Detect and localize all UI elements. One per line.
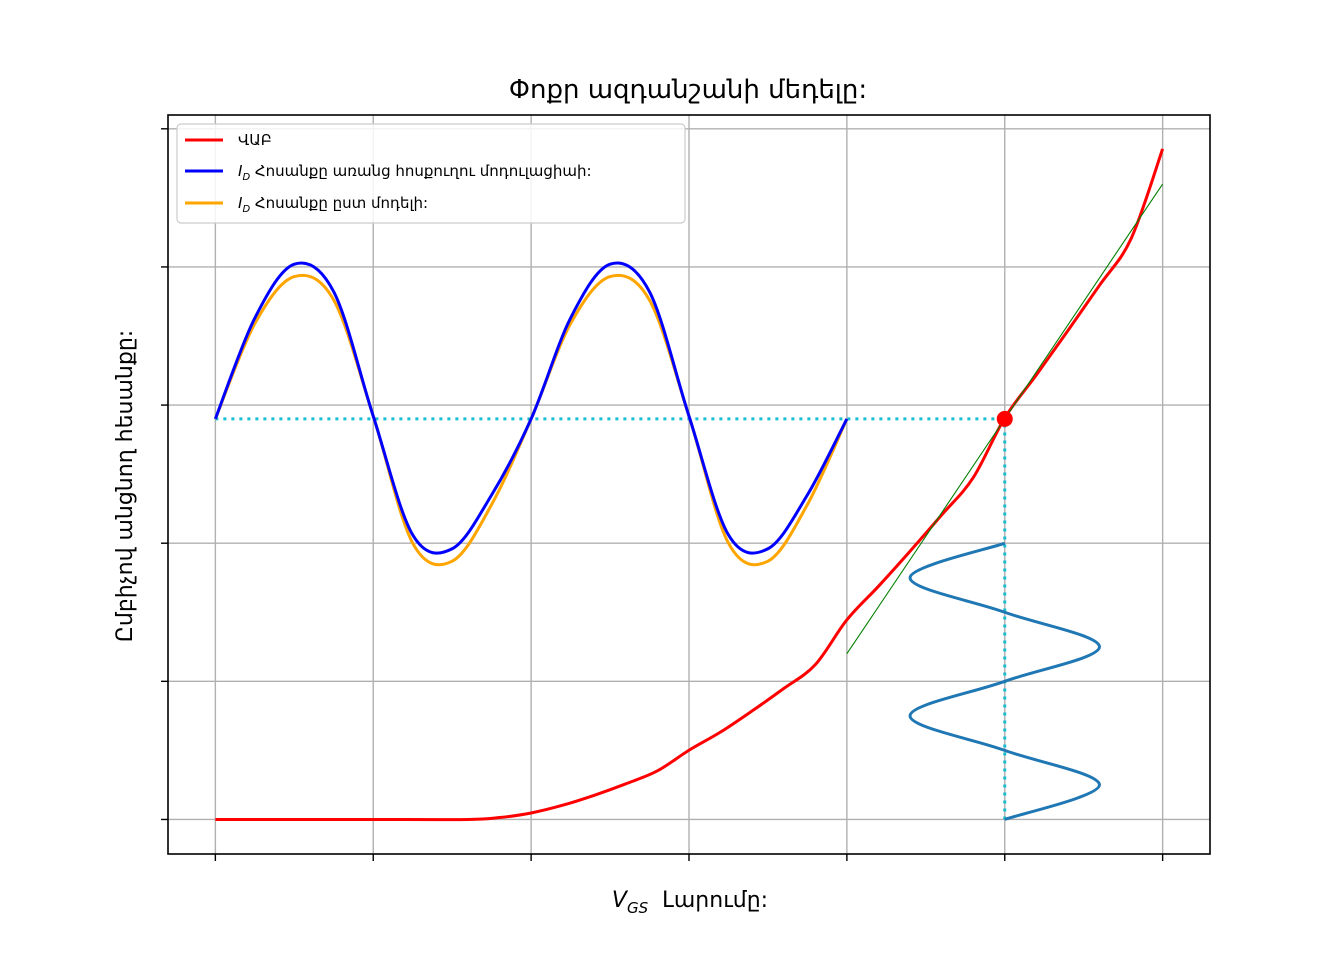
x-axis-text: Լարումը:	[662, 888, 768, 913]
x-axis-symbol: V	[612, 888, 629, 913]
axis-ticks	[161, 128, 1164, 861]
vab-curve-line	[215, 148, 1165, 822]
y-axis-label: Ըմբիչով անցնող հեսանքը:	[113, 330, 138, 642]
chart-title: Փոքր ազդանշանի մեդելը:	[509, 75, 867, 105]
legend-label-vab: ՎԱԲ	[238, 131, 272, 149]
legend-box	[176, 123, 686, 224]
id-no-modulation-line	[213, 261, 849, 555]
x-axis-subscript: GS	[627, 899, 649, 917]
plot-area	[213, 148, 1165, 822]
input-signal-line	[908, 541, 1101, 821]
legend: ՎԱԲ ID Հոսանքը առանց հոսքուղու մոդուլացի…	[176, 123, 686, 224]
operating-point-marker	[996, 410, 1013, 427]
legend-label-id-model: ID Հոսանքը ըստ մոդելի:	[238, 194, 428, 215]
legend-label-id-no-modulation: ID Հոսանքը առանց հոսքուղու մոդուլացիաի:	[238, 162, 592, 183]
x-axis-label: VGS Լարումը:	[612, 888, 768, 917]
